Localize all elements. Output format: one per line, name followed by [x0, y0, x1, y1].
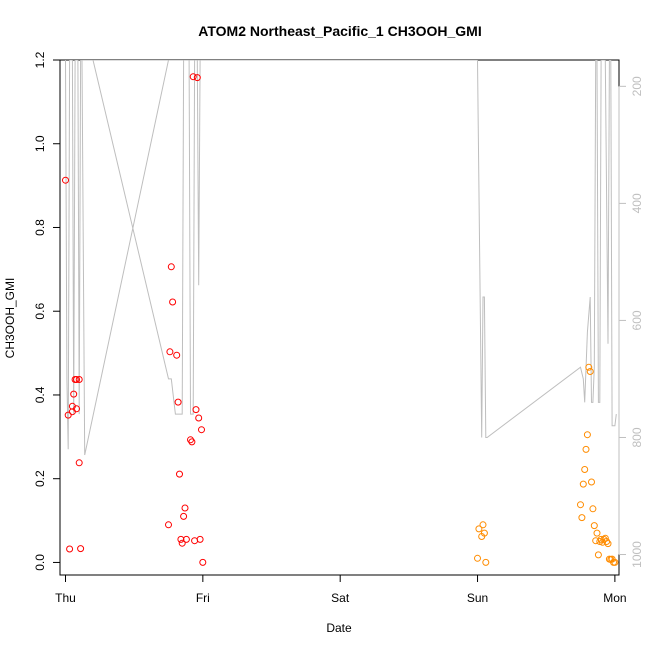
axes-layer: Thu Fri Sat Sun Mon 0.0 0.2 0.4 0.6 0.8 1.0 1.2 200 4… [33, 51, 644, 605]
data-point-2 [582, 445, 590, 453]
data-point-2 [480, 529, 488, 537]
data-point-1 [62, 176, 69, 184]
y-tick-label: 0.6 [33, 303, 47, 320]
data-point-2 [577, 501, 584, 509]
data-point-2 [579, 480, 587, 488]
data-point-1 [73, 405, 80, 413]
data-point-1 [165, 521, 172, 529]
data-point-1 [195, 414, 203, 422]
data-point-1 [169, 298, 177, 306]
y2-tick-label: 600 [630, 310, 644, 330]
y2-tick-label: 200 [630, 76, 644, 96]
plot-frame [59, 59, 620, 576]
data-point-2 [585, 363, 593, 371]
y-axis-label: CH3OOH_GMI [3, 278, 17, 359]
chart-title: ATOM2 Northeast_Pacific_1 CH3OOH_GMI [198, 23, 481, 39]
data-point-1 [64, 411, 72, 419]
y-tick-label: 0.0 [33, 554, 47, 571]
data-point-1 [176, 470, 183, 478]
x-tick-label: Sat [331, 591, 350, 605]
data-point-1 [178, 539, 186, 547]
x-axis-label: Date [326, 621, 352, 635]
y-tick-label: 0.2 [33, 470, 47, 487]
data-point-2 [475, 525, 483, 533]
data-point-1 [167, 263, 175, 271]
data-point-1 [196, 535, 204, 543]
data-point-1 [198, 426, 205, 434]
y-tick-label: 0.4 [33, 386, 47, 403]
data-point-2 [593, 529, 601, 537]
data-point-1 [193, 74, 201, 82]
x-tick-label: Thu [55, 591, 76, 605]
data-point-1 [199, 558, 207, 566]
data-point-1 [73, 376, 80, 383]
data-point-2 [581, 466, 589, 473]
data-point-2 [604, 540, 612, 548]
y2-tick-label: 800 [630, 427, 644, 447]
data-point-1 [182, 535, 190, 543]
y2-tick-label: 1000 [630, 541, 644, 568]
data-point-2 [482, 558, 490, 566]
data-point-1 [174, 398, 182, 406]
data-point-1 [192, 406, 200, 414]
data-point-2 [590, 522, 598, 530]
data-point-2 [583, 431, 591, 439]
data-point-1 [188, 438, 196, 446]
data-point-1 [166, 348, 174, 356]
data-point-2 [594, 551, 602, 559]
data-point-2 [479, 521, 487, 529]
data-point-2 [589, 505, 597, 513]
y2-tick-label: 400 [630, 193, 644, 213]
x-tick-label: Mon [603, 591, 626, 605]
data-point-1 [189, 73, 197, 81]
x-tick-label: Sun [467, 591, 488, 605]
data-point-1 [75, 459, 83, 467]
data-point-2 [578, 514, 586, 522]
altitude-line-layer [65, 60, 617, 456]
altitude-line [65, 60, 617, 456]
data-point-1 [77, 545, 85, 553]
data-point-1 [180, 512, 188, 520]
data-point-2 [601, 534, 609, 542]
data-point-1 [75, 376, 83, 383]
data-point-2 [586, 368, 594, 375]
data-point-2 [611, 558, 619, 566]
points-layer [62, 73, 619, 566]
y-tick-label: 0.8 [33, 219, 47, 236]
y-tick-label: 1.2 [33, 51, 47, 68]
data-point-1 [173, 351, 181, 359]
data-point-2 [588, 478, 595, 486]
data-point-1 [181, 504, 189, 512]
x-tick-label: Fri [196, 591, 210, 605]
data-point-2 [474, 554, 481, 562]
data-point-1 [70, 390, 78, 398]
data-point-1 [66, 545, 74, 553]
y-tick-label: 1.0 [33, 135, 47, 152]
